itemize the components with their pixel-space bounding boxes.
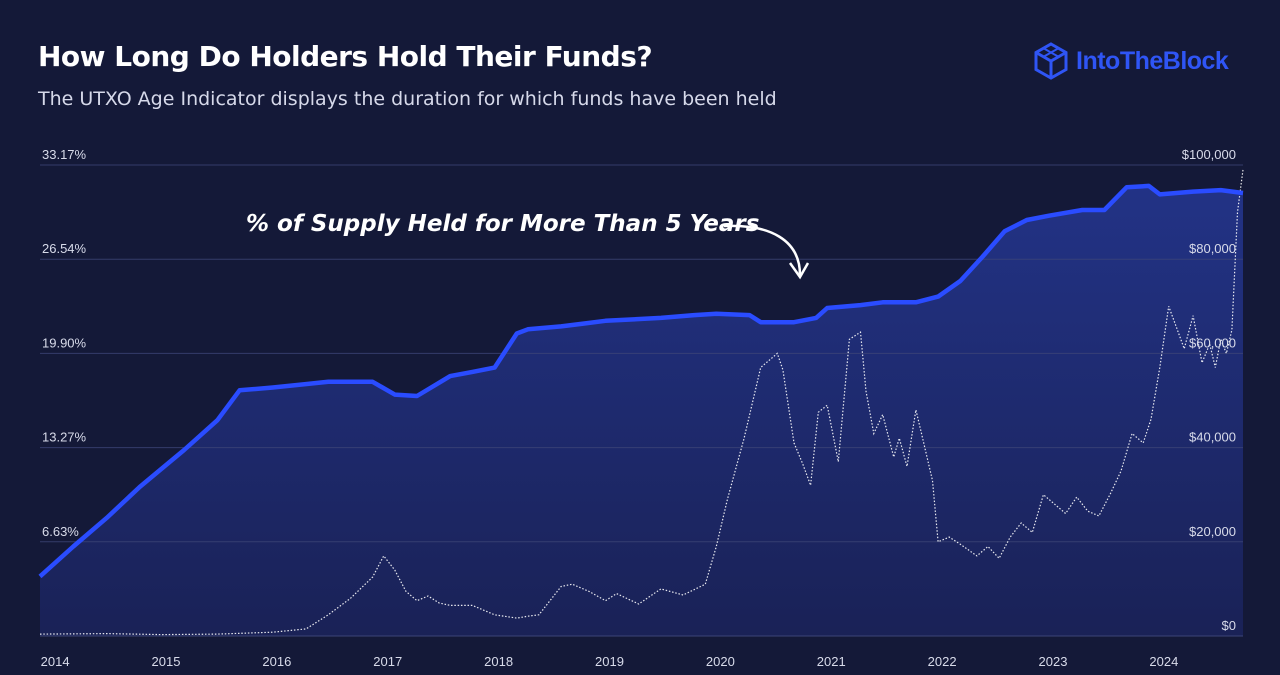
x-tick-label: 2021 [817, 654, 846, 669]
y-right-tick-label: $60,000 [1189, 335, 1236, 350]
x-tick-label: 2022 [928, 654, 957, 669]
x-tick-label: 2018 [484, 654, 513, 669]
y-right-tick-label: $80,000 [1189, 241, 1236, 256]
annotation-arrow [723, 224, 802, 276]
grid-overlay [40, 164, 1243, 637]
y-left-tick-label: 6.63% [42, 524, 79, 539]
x-tick-label: 2024 [1149, 654, 1178, 669]
x-tick-label: 2015 [152, 654, 181, 669]
annotation-arrowhead [788, 262, 810, 280]
chart-title: How Long Do Holders Hold Their Funds? [38, 40, 653, 73]
y-left-tick-label: 33.17% [42, 147, 87, 162]
x-tick-label: 2019 [595, 654, 624, 669]
x-tick-label: 2016 [262, 654, 291, 669]
brand-logo: IntoTheBlock [1032, 42, 1229, 80]
supply-held-area [40, 185, 1243, 636]
y-left-tick-label: 26.54% [42, 241, 87, 256]
y-left-tick-label: 19.90% [42, 335, 87, 350]
x-tick-label: 2023 [1039, 654, 1068, 669]
x-tick-label: 2017 [373, 654, 402, 669]
y-right-tick-label: $40,000 [1189, 430, 1236, 445]
supply-held-line [38, 183, 1244, 579]
x-tick-label: 2020 [706, 654, 735, 669]
axis-ticks: 33.17% 26.54% 19.90% 13.27% 6.63% $100,000 $80… [41, 147, 1236, 669]
y-right-tick-label: $0 [1222, 618, 1236, 633]
price-line [39, 169, 1244, 636]
x-tick-label: 2014 [41, 654, 70, 669]
y-right-tick-label: $100,000 [1182, 147, 1236, 162]
y-left-tick-label: 13.27% [42, 430, 87, 445]
series-annotation: % of Supply Held for More Than 5 Years [246, 211, 759, 237]
y-right-tick-label: $20,000 [1189, 524, 1236, 539]
cube-logo-icon [1034, 42, 1068, 80]
brand-name: IntoTheBlock [1076, 46, 1229, 75]
chart-subtitle: The UTXO Age Indicator displays the dura… [38, 88, 777, 110]
